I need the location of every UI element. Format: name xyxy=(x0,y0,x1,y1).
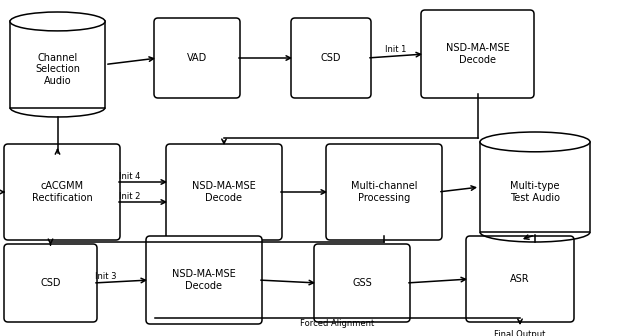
Bar xyxy=(10,22,105,108)
Ellipse shape xyxy=(10,12,105,31)
Text: CSD: CSD xyxy=(40,278,61,288)
Bar xyxy=(481,141,590,144)
FancyBboxPatch shape xyxy=(466,236,574,322)
Text: NSD-MA-MSE
Decode: NSD-MA-MSE Decode xyxy=(192,181,256,203)
FancyBboxPatch shape xyxy=(166,144,282,240)
FancyBboxPatch shape xyxy=(326,144,442,240)
Bar xyxy=(480,142,590,232)
FancyBboxPatch shape xyxy=(4,144,120,240)
Text: Channel
Selection
Audio: Channel Selection Audio xyxy=(35,53,80,86)
Text: Final Output: Final Output xyxy=(494,330,545,336)
Text: Init 4: Init 4 xyxy=(119,172,141,181)
Text: CSD: CSD xyxy=(321,53,341,63)
Text: Init 2: Init 2 xyxy=(119,192,141,201)
Text: Init 1: Init 1 xyxy=(385,45,407,54)
Bar xyxy=(11,20,104,24)
Text: Forced Alignment: Forced Alignment xyxy=(300,319,374,328)
Text: Init 3: Init 3 xyxy=(95,272,116,281)
Text: VAD: VAD xyxy=(187,53,207,63)
Text: Multi-channel
Processing: Multi-channel Processing xyxy=(351,181,417,203)
FancyBboxPatch shape xyxy=(291,18,371,98)
Text: ASR: ASR xyxy=(510,274,530,284)
FancyBboxPatch shape xyxy=(421,10,534,98)
Ellipse shape xyxy=(480,132,590,152)
FancyBboxPatch shape xyxy=(154,18,240,98)
Text: NSD-MA-MSE
Decode: NSD-MA-MSE Decode xyxy=(172,269,236,291)
Text: GSS: GSS xyxy=(352,278,372,288)
Text: cACGMM
Rectification: cACGMM Rectification xyxy=(32,181,93,203)
Text: Multi-type
Test Audio: Multi-type Test Audio xyxy=(510,181,560,203)
Text: NSD-MA-MSE
Decode: NSD-MA-MSE Decode xyxy=(445,43,509,65)
FancyBboxPatch shape xyxy=(4,244,97,322)
FancyBboxPatch shape xyxy=(146,236,262,324)
FancyBboxPatch shape xyxy=(314,244,410,322)
